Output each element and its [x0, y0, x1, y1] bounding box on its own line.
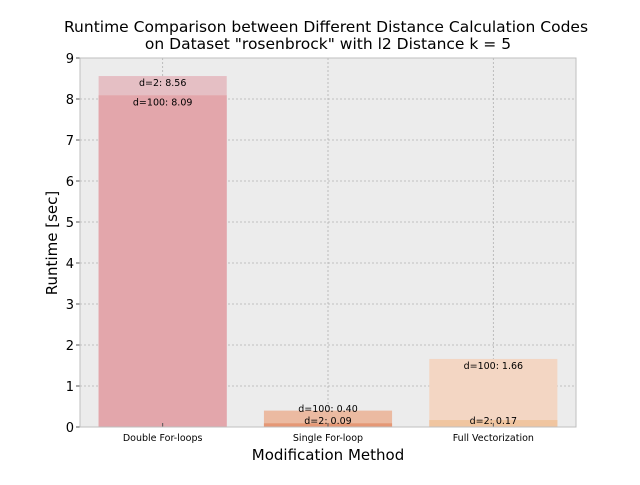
bar-d100	[429, 358, 558, 427]
tick-layer: 0 1 2 3 4 5 6 7 8 9 Double For-loops Single For-loo…	[66, 52, 534, 444]
label-layer: d=100: 8.09 d=2: 8.56 d=2: 0.09d=100: 0.40…	[133, 78, 523, 427]
data-label-d2: d=2: 0.17	[470, 416, 517, 427]
data-label-d100: d=100: 8.09	[133, 97, 193, 108]
y-tick-label: 2	[66, 339, 74, 354]
y-tick-label: 3	[66, 298, 74, 313]
y-tick-label: 6	[66, 175, 74, 190]
y-axis-label: Runtime [sec]	[43, 191, 61, 295]
y-tick-label: 5	[66, 216, 74, 231]
y-tick-label: 7	[66, 134, 74, 149]
y-tick-label: 0	[66, 421, 74, 436]
data-label-d100: d=100: 1.66	[464, 361, 524, 372]
bar-d100	[98, 95, 227, 427]
x-tick-label: Double For-loops	[123, 433, 203, 444]
plot-frame	[79, 57, 577, 428]
y-tick-label: 4	[66, 257, 74, 272]
data-label-d100: d=100: 0.40	[298, 404, 358, 415]
bar-d100	[263, 410, 393, 427]
x-tick-label: Single For-loop	[293, 433, 363, 444]
y-tick-label: 8	[66, 93, 74, 108]
x-axis-label: Modification Method	[252, 446, 404, 464]
chart-title-line2: on Dataset "rosenbrock" with l2 Distance…	[145, 35, 511, 53]
data-label-d2: d=2: 8.56	[139, 78, 186, 89]
data-label-d2: d=2: 0.09	[304, 416, 351, 427]
y-tick-label: 1	[66, 380, 74, 395]
y-tick-label: 9	[66, 52, 74, 67]
x-tick-label: Full Vectorization	[453, 433, 534, 444]
chart-title-line1: Runtime Comparison between Different Dis…	[64, 18, 588, 36]
